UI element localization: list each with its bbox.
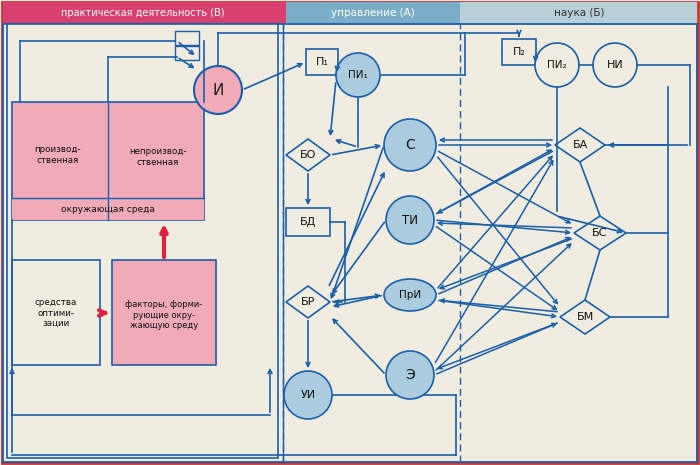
- Text: БА: БА: [573, 140, 587, 150]
- FancyBboxPatch shape: [3, 2, 286, 24]
- Text: средства
оптими-
зации: средства оптими- зации: [35, 298, 77, 328]
- Circle shape: [336, 53, 380, 97]
- FancyBboxPatch shape: [502, 39, 536, 65]
- FancyBboxPatch shape: [7, 24, 278, 458]
- Ellipse shape: [384, 279, 436, 311]
- Text: управление (А): управление (А): [331, 8, 415, 18]
- Text: П₂: П₂: [512, 47, 526, 57]
- FancyBboxPatch shape: [12, 198, 204, 220]
- Polygon shape: [286, 139, 330, 171]
- Polygon shape: [560, 300, 610, 334]
- Text: ПрИ: ПрИ: [399, 290, 421, 300]
- FancyBboxPatch shape: [286, 2, 460, 24]
- Circle shape: [194, 66, 242, 114]
- Text: И: И: [212, 82, 224, 98]
- Text: факторы, форми-
рующие окру-
жающую среду: факторы, форми- рующие окру- жающую сред…: [125, 300, 202, 330]
- Text: практическая деятельность (В): практическая деятельность (В): [61, 8, 225, 18]
- Polygon shape: [574, 216, 626, 250]
- Text: БС: БС: [592, 228, 608, 238]
- FancyBboxPatch shape: [3, 24, 697, 462]
- FancyBboxPatch shape: [12, 102, 204, 220]
- FancyBboxPatch shape: [175, 46, 199, 60]
- Text: Э: Э: [405, 368, 415, 382]
- Polygon shape: [555, 128, 605, 162]
- FancyBboxPatch shape: [175, 31, 199, 45]
- Text: окружающая среда: окружающая среда: [61, 205, 155, 213]
- FancyBboxPatch shape: [460, 2, 697, 24]
- Circle shape: [386, 351, 434, 399]
- Text: С: С: [405, 138, 415, 152]
- Circle shape: [593, 43, 637, 87]
- FancyBboxPatch shape: [12, 260, 100, 365]
- Text: БО: БО: [300, 150, 316, 160]
- Text: ПИ₂: ПИ₂: [547, 60, 567, 70]
- Circle shape: [386, 196, 434, 244]
- Text: НИ: НИ: [607, 60, 624, 70]
- Text: П₁: П₁: [316, 57, 328, 67]
- Text: БР: БР: [301, 297, 315, 307]
- Text: непроизвод-
ственная: непроизвод- ственная: [130, 147, 187, 166]
- Text: ПИ₁: ПИ₁: [348, 70, 368, 80]
- Polygon shape: [286, 286, 330, 318]
- Text: УИ: УИ: [300, 390, 316, 400]
- FancyBboxPatch shape: [112, 260, 216, 365]
- Text: наука (Б): наука (Б): [554, 8, 604, 18]
- FancyBboxPatch shape: [286, 208, 330, 236]
- Circle shape: [535, 43, 579, 87]
- Text: БМ: БМ: [576, 312, 594, 322]
- Text: производ-
ственная: производ- ственная: [35, 145, 81, 165]
- Text: ТИ: ТИ: [402, 213, 418, 226]
- Text: БД: БД: [300, 217, 316, 227]
- Circle shape: [384, 119, 436, 171]
- FancyBboxPatch shape: [306, 49, 338, 75]
- Circle shape: [284, 371, 332, 419]
